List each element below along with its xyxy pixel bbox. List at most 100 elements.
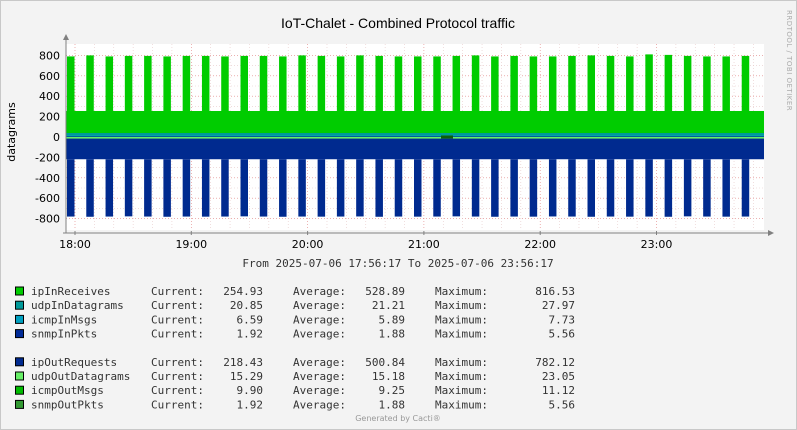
- legend-series-name: snmpOutPkts: [31, 398, 104, 411]
- legend-maximum-label: Maximum:: [435, 328, 488, 341]
- ipInReceives-burst: [221, 56, 229, 111]
- legend-maximum-label: Maximum:: [435, 370, 488, 383]
- x-tick-label: 22:00: [524, 238, 556, 251]
- legend-average-value: 15.18: [372, 370, 405, 383]
- y-tick-label: -400: [35, 172, 60, 185]
- ipOutRequests-baseline: [66, 137, 764, 160]
- udpOutDatagrams-layer: [66, 137, 764, 139]
- ipInReceives-burst: [163, 56, 171, 111]
- legend-maximum-label: Maximum:: [435, 356, 488, 369]
- ipInReceives-burst: [510, 55, 518, 111]
- legend-maximum-label: Maximum:: [435, 384, 488, 397]
- icmpInMsgs-layer: [66, 135, 764, 137]
- ipOutRequests-burst: [279, 159, 287, 217]
- y-tick-label: 200: [39, 111, 60, 124]
- legend-average-value: 9.25: [379, 384, 406, 397]
- time-range-text: From 2025-07-06 17:56:17 To 2025-07-06 2…: [242, 257, 553, 270]
- legend-average-label: Average:: [293, 328, 346, 341]
- ipOutRequests-burst: [375, 159, 383, 217]
- ipInReceives-burst: [548, 56, 557, 111]
- ipInReceives-burst: [201, 55, 210, 111]
- chart-title: IoT-Chalet - Combined Protocol traffic: [281, 15, 515, 31]
- ipInReceives-burst: [587, 55, 595, 111]
- ipOutRequests-burst: [86, 159, 94, 217]
- y-tick-labels: 800 600 400 200 0 -200 -400 -600 -800: [35, 49, 60, 225]
- legend-current-value: 218.43: [223, 356, 263, 369]
- legend-average-value: 1.88: [379, 328, 406, 341]
- ipOutRequests-burst: [317, 159, 326, 217]
- legend-current-value: 1.92: [237, 398, 264, 411]
- legend-average-value: 500.84: [365, 356, 405, 369]
- ipOutRequests-burst: [67, 159, 75, 217]
- ipOutRequests-burst: [587, 159, 595, 217]
- ipOutRequests-burst: [124, 159, 133, 217]
- ipInReceives-burst: [124, 55, 133, 111]
- y-tick-label: -600: [35, 192, 60, 205]
- legend-maximum-value: 23.05: [542, 370, 575, 383]
- ipInReceives-burst: [626, 56, 634, 111]
- ipInReceives-burst: [144, 55, 152, 111]
- legend-current-value: 9.90: [237, 384, 264, 397]
- ipOutRequests-burst: [182, 159, 191, 217]
- legend-average-label: Average:: [293, 356, 346, 369]
- legend-maximum-label: Maximum:: [435, 299, 488, 312]
- ipInReceives-burst: [741, 55, 750, 111]
- legend-current-value: 20.85: [230, 299, 263, 312]
- legend-series-name: ipOutRequests: [31, 356, 117, 369]
- ipOutRequests-burst: [529, 159, 538, 217]
- ipInReceives-burst: [491, 56, 499, 111]
- legend-maximum-label: Maximum:: [435, 398, 488, 411]
- ipOutRequests-burst: [356, 159, 364, 217]
- ipInReceives-burst: [317, 55, 326, 111]
- legend-current-value: 15.29: [230, 370, 263, 383]
- x-tick-label: 20:00: [292, 238, 324, 251]
- ipOutRequests-burst: [201, 159, 210, 217]
- series-bars: [66, 54, 764, 217]
- legend-average-label: Average:: [293, 299, 346, 312]
- ipInReceives-burst: [568, 55, 576, 111]
- legend-maximum-label: Maximum:: [435, 285, 488, 298]
- snmpOutPkts-swatch: [15, 399, 24, 409]
- ipInReceives-burst: [414, 56, 422, 111]
- legend-maximum-value: 7.73: [549, 313, 576, 326]
- ipOutRequests-burst: [336, 159, 345, 217]
- legend-current-label: Current:: [151, 299, 204, 312]
- ipInReceives-burst: [279, 56, 287, 111]
- legend-current-label: Current:: [151, 370, 204, 383]
- legend-current-label: Current:: [151, 313, 204, 326]
- x-tick-label: 18:00: [59, 238, 91, 251]
- legend-maximum-value: 5.56: [549, 328, 576, 341]
- ipInReceives-burst: [529, 56, 538, 111]
- legend-maximum-value: 816.53: [535, 285, 575, 298]
- ipInReceives-burst: [645, 54, 653, 111]
- ipInReceives-burst: [433, 56, 441, 111]
- legend-average-label: Average:: [293, 384, 346, 397]
- ipOutRequests-burst: [510, 159, 518, 217]
- ipOutRequests-burst: [471, 159, 480, 217]
- x-tick-label: 23:00: [641, 238, 673, 251]
- legend-series-name: snmpInPkts: [31, 328, 97, 341]
- ipInReceives-burst: [356, 55, 364, 111]
- legend-series-name: icmpOutMsgs: [31, 384, 104, 397]
- ipOutRequests-burst: [414, 159, 422, 217]
- ipOutRequests-burst: [452, 159, 461, 217]
- legend-current-value: 1.92: [237, 328, 264, 341]
- ipInReceives-burst: [394, 56, 403, 111]
- glitch-mark: [441, 135, 453, 139]
- legend-maximum-value: 27.97: [542, 299, 575, 312]
- ipInReceives-burst: [722, 56, 730, 111]
- legend-maximum-value: 782.12: [535, 356, 575, 369]
- ipOutRequests-burst: [221, 159, 229, 217]
- ipOutRequests-burst: [163, 159, 171, 217]
- ipInReceives-burst: [683, 55, 692, 111]
- ipOutRequests-burst: [703, 159, 711, 217]
- snmpInPkts-layer: [66, 136, 764, 137]
- udpInDatagrams-swatch: [15, 300, 24, 310]
- legend-average-value: 21.21: [372, 299, 405, 312]
- legend-average-label: Average:: [293, 285, 346, 298]
- ipOutRequests-burst: [433, 159, 441, 217]
- legend-average-value: 1.88: [379, 398, 406, 411]
- legend-maximum-value: 11.12: [542, 384, 575, 397]
- ipOutRequests-burst: [105, 159, 114, 217]
